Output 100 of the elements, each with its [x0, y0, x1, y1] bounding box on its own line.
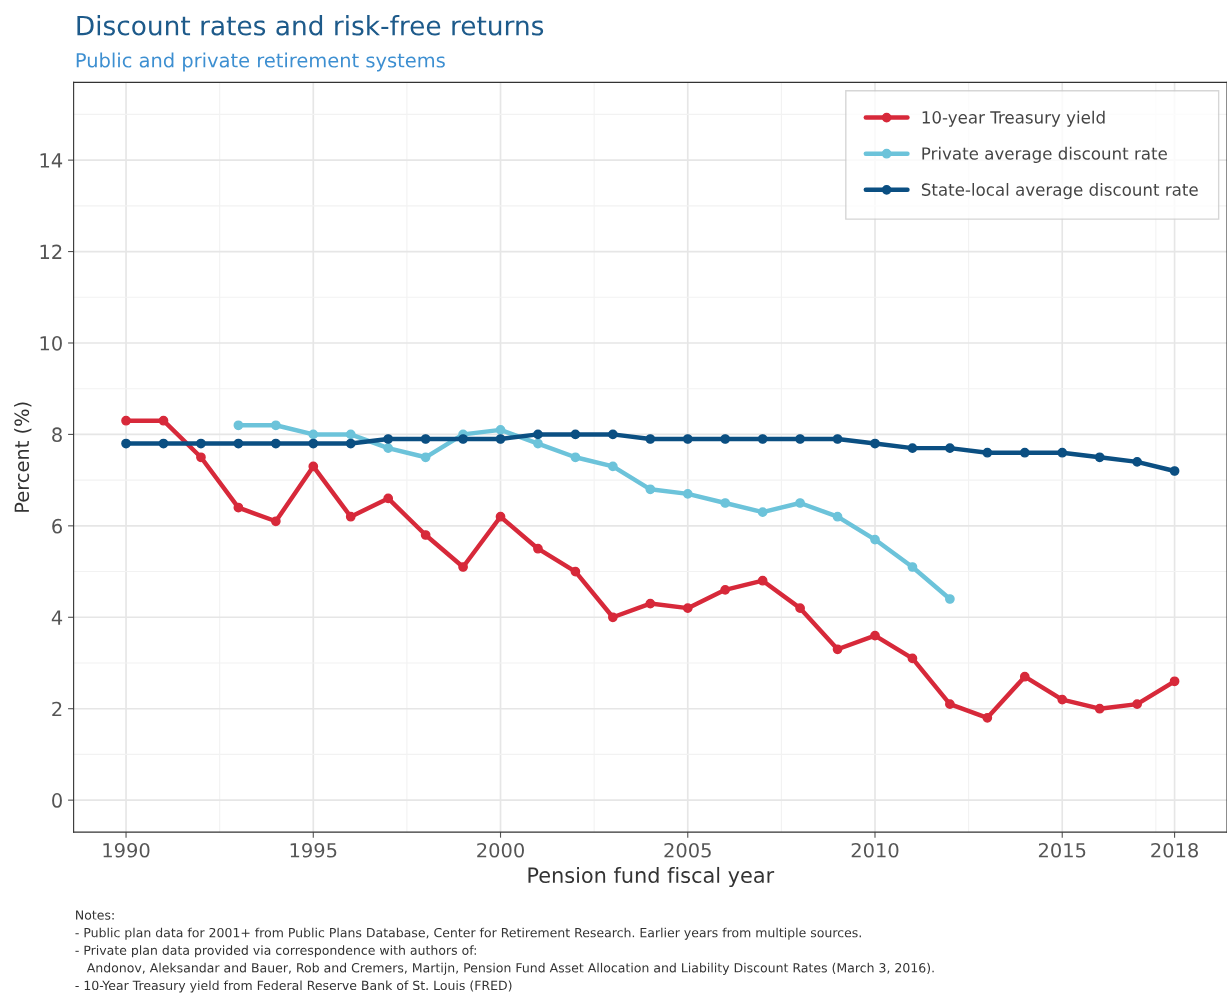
point — [645, 484, 656, 495]
point — [158, 415, 169, 426]
x-tick-label: 2018 — [1151, 842, 1198, 858]
point — [420, 530, 431, 540]
point — [757, 575, 768, 586]
point — [1132, 699, 1142, 709]
point — [608, 612, 618, 623]
x-tick-label: 2000 — [477, 842, 524, 858]
point — [608, 461, 618, 472]
point — [270, 420, 281, 431]
point — [308, 438, 319, 449]
point — [121, 438, 131, 449]
x-tick-label: 1990 — [103, 842, 150, 858]
y-tick-label: 8 — [52, 427, 62, 443]
point — [270, 438, 281, 449]
y-tick-label: 0 — [52, 793, 62, 808]
x-axis-title: Pension fund fiscal year — [528, 866, 775, 888]
point — [1057, 694, 1068, 705]
point — [570, 452, 581, 463]
point — [345, 511, 356, 522]
point — [233, 438, 244, 449]
chart-subtitle: Public and private retirement systems — [76, 52, 445, 72]
point — [1094, 452, 1105, 463]
point — [757, 507, 768, 517]
point — [458, 434, 468, 444]
point — [1094, 703, 1105, 714]
y-tick-label: 6 — [52, 518, 62, 534]
point — [645, 434, 656, 444]
point — [233, 420, 244, 431]
point — [832, 434, 843, 444]
point — [308, 429, 319, 440]
point — [682, 434, 693, 444]
point — [1169, 676, 1180, 687]
text: - Public plan data for 2001+ from Public Plans Database, Center for Retirement Research. Earlier years from multiple sources. — [75, 927, 861, 940]
x-tick-label: 2015 — [1038, 842, 1086, 858]
point — [832, 511, 843, 522]
point — [270, 516, 281, 527]
point — [795, 498, 805, 508]
point — [720, 434, 731, 444]
point — [1019, 671, 1030, 682]
point — [870, 534, 880, 545]
point — [608, 429, 618, 440]
point — [420, 434, 431, 444]
point — [458, 562, 468, 572]
point — [1132, 456, 1142, 467]
point — [945, 443, 955, 453]
y-tick-label: 4 — [51, 610, 63, 625]
x-tick-label: 2010 — [851, 842, 899, 858]
y-tick-label: 12 — [40, 244, 62, 259]
x-tick-label: 2005 — [664, 842, 711, 858]
point — [720, 584, 731, 595]
point — [982, 447, 993, 458]
point — [570, 566, 581, 577]
point — [495, 424, 506, 435]
point — [308, 461, 319, 472]
point — [420, 452, 431, 463]
point — [832, 644, 843, 655]
point — [645, 598, 656, 609]
chart-title: Discount rates and risk-free returns — [77, 15, 544, 36]
point — [196, 452, 206, 463]
legend-label: Private average discount rate — [922, 146, 1167, 163]
text: Andonov, Aleksandar and Bauer, Rob and Cremers, Martijn, Pension Fund Asset Allocation and Liability Discount Rates (March 3, 2016). — [86, 962, 934, 975]
point — [495, 511, 506, 522]
y-tick-label: 2 — [52, 701, 62, 717]
point — [720, 498, 731, 508]
text: - Private plan data provided via correspondence with authors of: — [75, 945, 476, 958]
point — [1169, 466, 1180, 476]
point — [570, 429, 581, 440]
point — [757, 434, 768, 444]
legend-label: State-local average discount rate — [921, 183, 1198, 200]
y-tick-label: 10 — [40, 335, 62, 351]
point — [121, 415, 131, 426]
y-axis-title: Percent (%) — [14, 402, 32, 512]
point — [1019, 447, 1030, 458]
text: - 10-Year Treasury yield from Federal Reserve Bank of St. Louis (FRED) — [75, 980, 512, 993]
point — [495, 434, 506, 444]
y-tick-label: 14 — [40, 153, 63, 168]
point — [870, 438, 880, 449]
x-tick-label: 1995 — [290, 842, 337, 858]
point — [907, 562, 918, 572]
point — [196, 438, 206, 449]
point — [383, 443, 394, 453]
point — [383, 434, 394, 444]
point — [158, 438, 169, 449]
point — [945, 594, 955, 604]
point — [345, 438, 356, 449]
point — [682, 488, 693, 499]
legend-label: 10-year Treasury yield — [922, 110, 1105, 127]
point — [795, 434, 805, 444]
point — [982, 712, 993, 723]
point — [533, 438, 543, 449]
point — [907, 653, 918, 664]
point — [682, 603, 693, 613]
point — [1057, 447, 1068, 458]
point — [533, 429, 543, 440]
point — [870, 630, 880, 641]
point — [383, 493, 394, 504]
point — [945, 699, 955, 709]
point — [533, 543, 543, 554]
text: Notes: — [76, 910, 114, 920]
